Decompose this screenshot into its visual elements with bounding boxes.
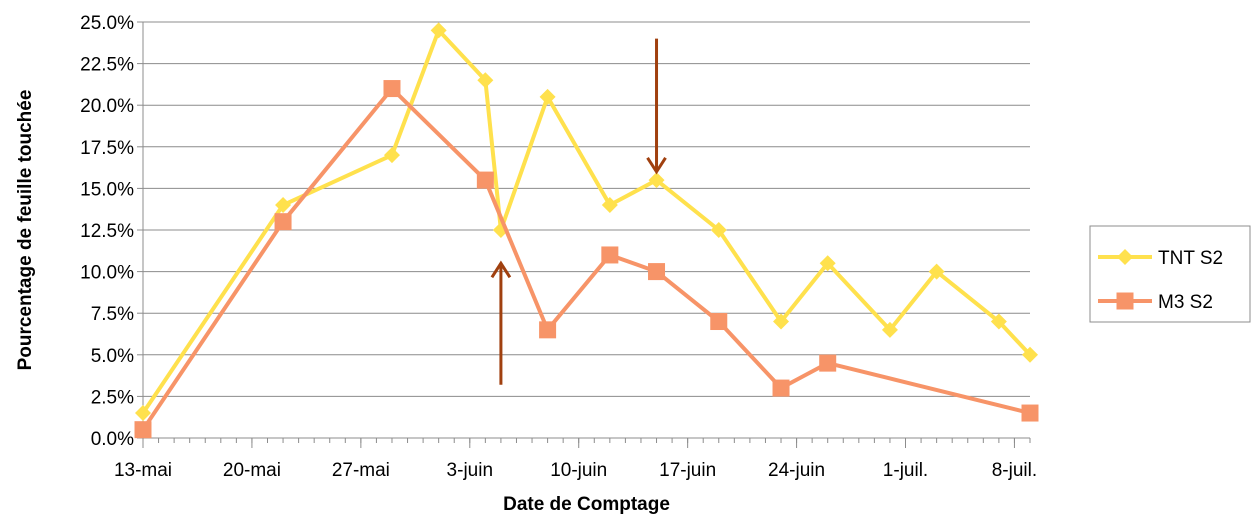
data-point bbox=[928, 263, 945, 280]
series-tnt-s2 bbox=[135, 22, 1038, 422]
annotation-arrow bbox=[490, 260, 512, 385]
data-point bbox=[430, 22, 447, 39]
data-point bbox=[1021, 404, 1039, 422]
y-axis-ticks: 0.0% 2.5% 5.0% 7.5% 10.0% 12.5% 15.0% 17.5% 20.0… bbox=[80, 13, 143, 450]
data-point bbox=[819, 255, 836, 272]
x-tick-label: 13-mai bbox=[114, 460, 172, 481]
y-tick-label: 10.0% bbox=[80, 263, 134, 284]
legend: TNT S2 M3 S2 bbox=[1089, 225, 1251, 323]
series-m3-s2 bbox=[134, 80, 1039, 439]
x-tick-label: 8-juil. bbox=[992, 460, 1037, 481]
data-point bbox=[710, 313, 728, 331]
series-line bbox=[141, 86, 1031, 431]
data-point bbox=[990, 313, 1007, 330]
legend-label: M3 S2 bbox=[1158, 292, 1213, 313]
annotation-arrow bbox=[646, 38, 667, 175]
data-point bbox=[648, 263, 666, 281]
data-point bbox=[275, 197, 292, 214]
x-tick-label: 27-mai bbox=[332, 460, 390, 481]
y-tick-label: 7.5% bbox=[91, 304, 134, 325]
y-tick-label: 22.5% bbox=[80, 55, 134, 76]
arrow-head bbox=[646, 156, 667, 175]
y-tick-label: 0.0% bbox=[91, 429, 134, 450]
data-point bbox=[881, 321, 898, 338]
series-layer bbox=[134, 22, 1039, 439]
data-point bbox=[274, 213, 292, 231]
y-tick-label: 12.5% bbox=[80, 221, 134, 242]
y-tick-label: 17.5% bbox=[80, 138, 134, 159]
data-point bbox=[1022, 346, 1038, 363]
data-point bbox=[383, 80, 401, 98]
x-tick-label: 1-juil. bbox=[883, 460, 928, 481]
annotations bbox=[490, 38, 667, 385]
data-point bbox=[1117, 249, 1133, 265]
data-point bbox=[601, 197, 618, 214]
data-point bbox=[710, 222, 727, 238]
data-point bbox=[477, 72, 494, 89]
x-tick-label: 24-juin bbox=[768, 460, 825, 481]
legend-item: M3 S2 bbox=[1098, 292, 1213, 313]
x-tick-label: 3-juin bbox=[447, 460, 493, 481]
y-axis-title: Pourcentage de feuille touchée bbox=[15, 90, 36, 371]
y-tick-label: 2.5% bbox=[91, 387, 134, 408]
data-point bbox=[539, 88, 556, 105]
data-point bbox=[601, 246, 619, 264]
y-tick-label: 5.0% bbox=[91, 346, 134, 367]
data-point bbox=[539, 321, 557, 339]
data-point bbox=[1116, 292, 1134, 310]
y-tick-label: 20.0% bbox=[80, 96, 134, 117]
legend-label: TNT S2 bbox=[1158, 248, 1223, 269]
x-axis-title: Date de Comptage bbox=[503, 494, 670, 515]
data-point bbox=[773, 313, 790, 330]
legend-item: TNT S2 bbox=[1098, 248, 1223, 269]
x-axis-ticks: 13-mai 20-mai 27-mai 3-juin 10-juin 17-juin 24… bbox=[114, 438, 1037, 481]
x-tick-label: 20-mai bbox=[223, 460, 281, 481]
data-point bbox=[134, 421, 152, 439]
data-point bbox=[476, 171, 494, 189]
arrow-head bbox=[490, 260, 512, 279]
data-point bbox=[648, 172, 665, 189]
x-tick-label: 17-juin bbox=[659, 460, 716, 481]
data-point bbox=[819, 354, 837, 372]
data-point bbox=[135, 405, 151, 422]
y-tick-label: 25.0% bbox=[80, 13, 134, 34]
y-tick-label: 15.0% bbox=[80, 179, 134, 200]
series-line bbox=[141, 28, 1032, 415]
data-point bbox=[383, 147, 400, 164]
data-point bbox=[772, 379, 790, 397]
x-tick-label: 10-juin bbox=[550, 460, 607, 481]
